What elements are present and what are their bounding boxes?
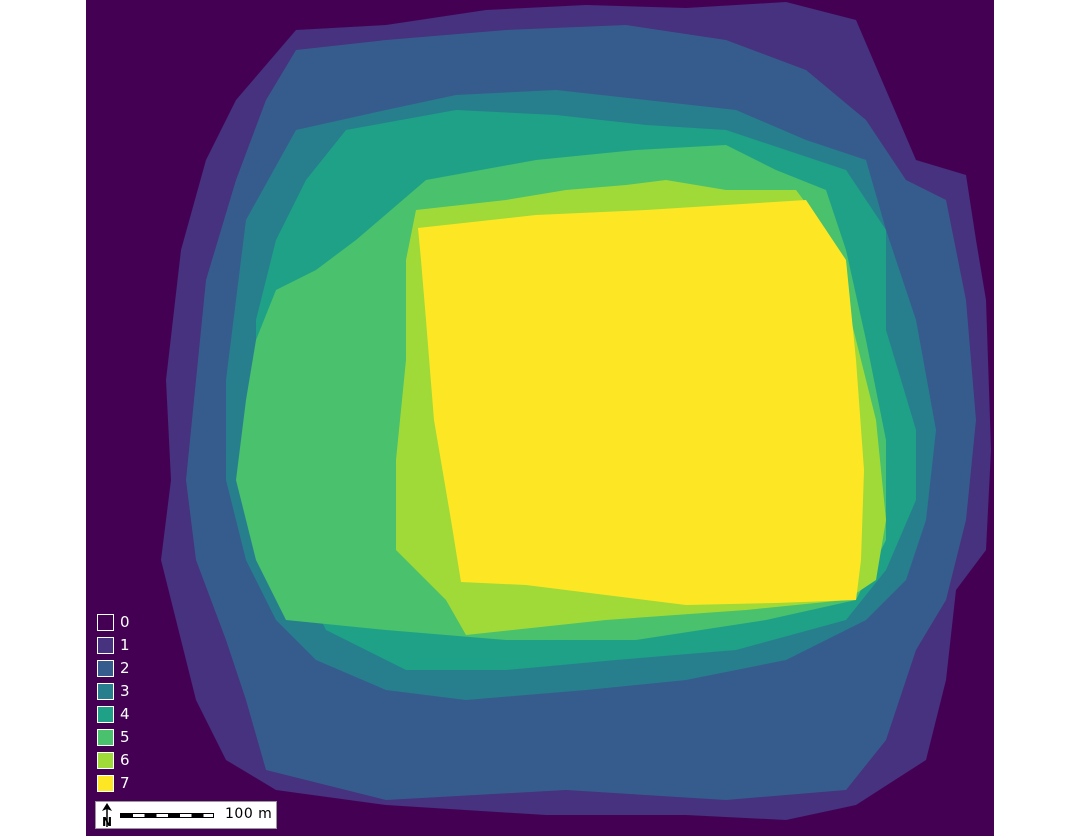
legend-item: 3	[97, 680, 157, 703]
legend-swatch	[97, 614, 114, 631]
legend-item: 5	[97, 726, 157, 749]
legend-label: 6	[120, 751, 130, 769]
legend-swatch	[97, 660, 114, 677]
legend-item: 0	[97, 611, 157, 634]
legend-item: 1	[97, 634, 157, 657]
north-arrow-icon: N	[102, 803, 112, 828]
scale-label: 100 m	[225, 806, 273, 822]
north-label: N	[102, 815, 112, 828]
legend-swatch	[97, 752, 114, 769]
legend-label: 4	[120, 705, 130, 723]
overlap-region-7	[418, 200, 864, 605]
map-canvas[interactable]	[86, 0, 994, 836]
scale-bar: N 100 m	[95, 801, 277, 829]
legend-swatch	[97, 706, 114, 723]
legend-swatch	[97, 637, 114, 654]
legend-item: 2	[97, 657, 157, 680]
legend-swatch	[97, 729, 114, 746]
legend-label: 7	[120, 774, 130, 792]
legend-item: 4	[97, 703, 157, 726]
legend-item: 6	[97, 749, 157, 772]
scale-line	[120, 813, 214, 818]
legend-swatch	[97, 683, 114, 700]
legend-item: 7	[97, 772, 157, 795]
legend-label: 1	[120, 636, 130, 654]
legend-swatch	[97, 775, 114, 792]
legend-label: 5	[120, 728, 130, 746]
legend: 0 1 2 3 4 5 6 7	[97, 611, 157, 795]
legend-label: 2	[120, 659, 130, 677]
legend-label: 3	[120, 682, 130, 700]
overlap-count-map	[161, 2, 991, 820]
legend-label: 0	[120, 613, 130, 631]
